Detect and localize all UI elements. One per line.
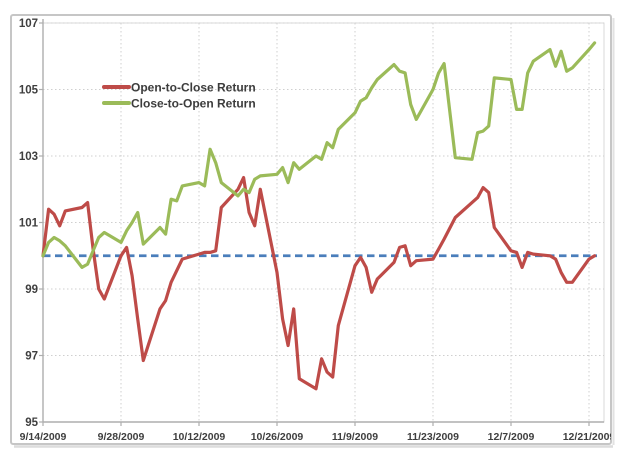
y-axis-tick-label: 105 [19,85,39,97]
x-axis-tick-label: 11/9/2009 [332,431,378,443]
series-line-open-to-close [41,176,597,391]
x-axis-tick-label: 9/14/2009 [20,431,67,443]
y-axis-tick-label: 97 [25,351,38,363]
series-line-close-to-open [41,41,597,269]
legend-label-close-to-open: Close-to-Open Return [131,97,256,111]
legend-label-open-to-close: Open-to-Close Return [131,81,256,95]
y-axis-tick-label: 99 [25,284,38,296]
legend: Open-to-Close Return Close-to-Open Return [102,81,256,111]
x-axis-tick-label: 10/12/2009 [173,431,226,443]
x-axis-tick-label: 11/23/2009 [407,431,459,443]
frame-border [10,14,612,445]
y-axis-tick-label: 103 [19,151,38,163]
x-axis-tick-label: 12/21/2009 [563,431,616,443]
chart-frame [10,14,615,448]
y-axis-tick-label: 107 [19,18,38,30]
x-axis-tick-label: 10/26/2009 [251,431,304,443]
series-lines [41,41,597,391]
y-axis-tick-label: 95 [25,417,38,429]
x-axis-tick-label: 12/7/2009 [488,431,535,443]
y-axis-tick-label: 101 [19,218,39,230]
x-axis-tick-label: 9/28/2009 [98,431,145,443]
axes [39,19,604,426]
axis-labels: 107 105 103 101 99 97 95 9/14/2009 9/28/2009 10/1… [19,18,616,443]
